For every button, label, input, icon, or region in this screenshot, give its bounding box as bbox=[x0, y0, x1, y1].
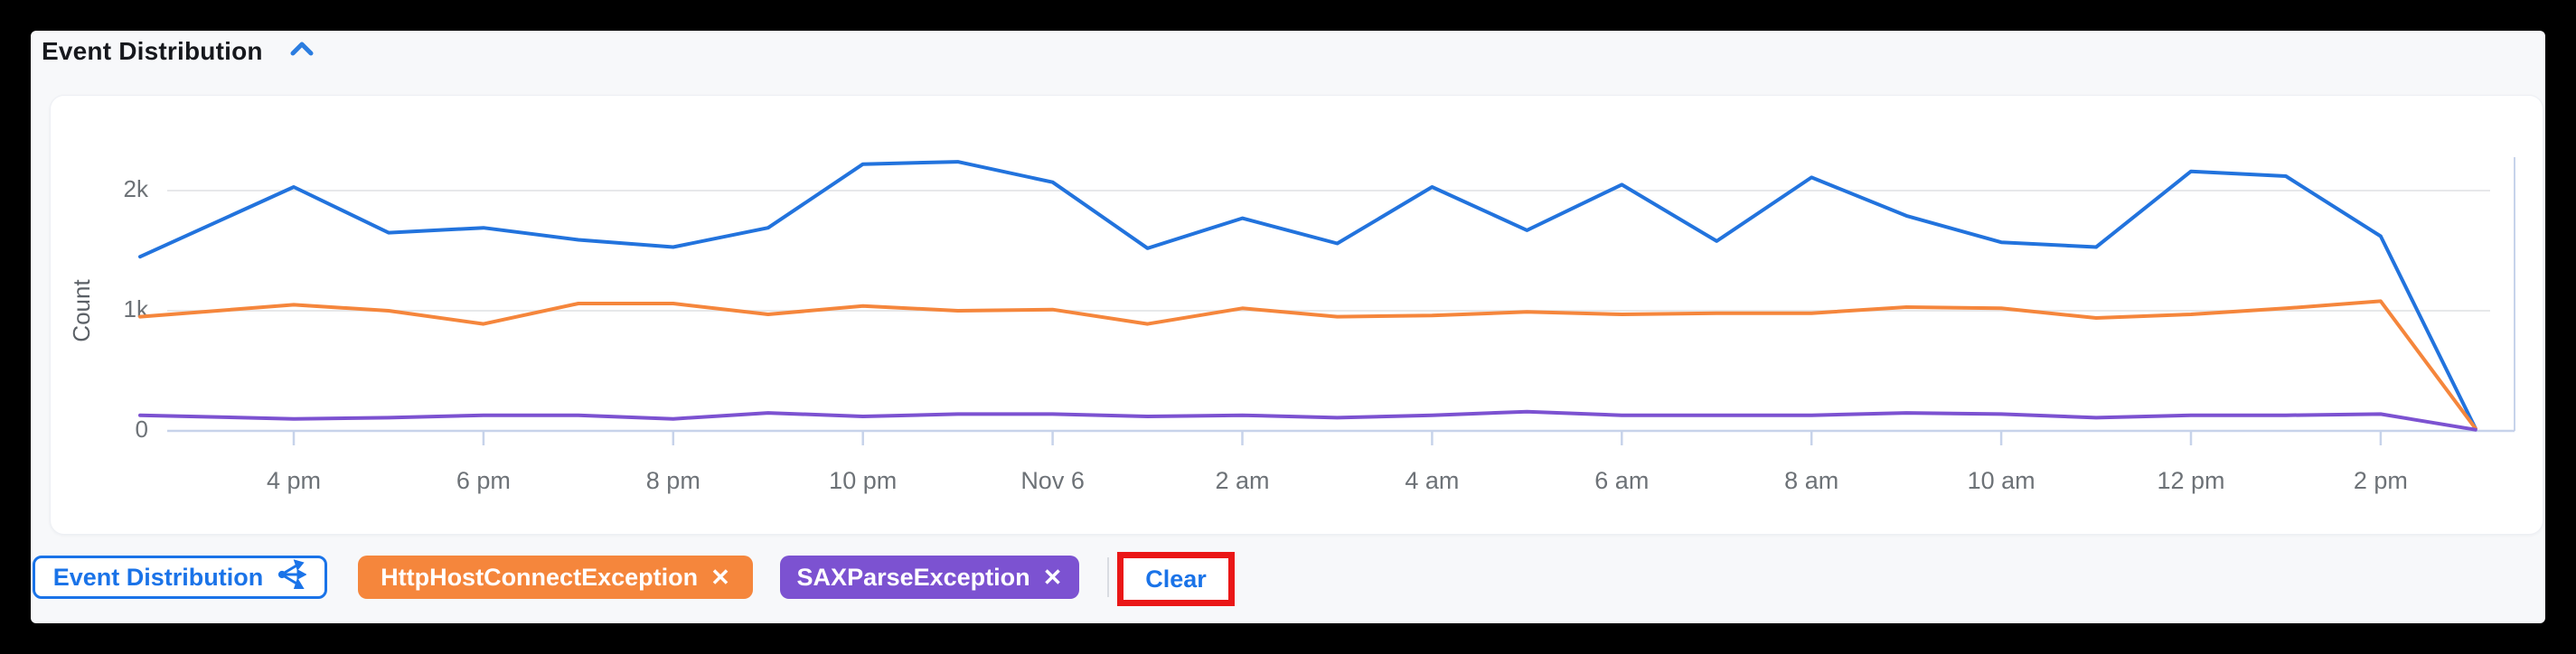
clear-button[interactable]: Clear bbox=[1140, 565, 1212, 594]
chips-divider bbox=[1107, 557, 1109, 597]
filter-chip-label: SAXParseException bbox=[796, 563, 1030, 591]
filter-chip-httphostconnectexception[interactable]: HttpHostConnectException ✕ bbox=[358, 556, 753, 599]
filter-chip-label: HttpHostConnectException bbox=[381, 563, 699, 591]
remove-filter-icon[interactable]: ✕ bbox=[710, 564, 730, 591]
share-icon bbox=[276, 558, 307, 596]
filter-chips-row: Event Distribution HttpHostConnectExce bbox=[31, 31, 2545, 623]
series-chip-label: Event Distribution bbox=[52, 563, 264, 591]
filter-chip-saxparseexception[interactable]: SAXParseException ✕ bbox=[780, 556, 1079, 599]
annotation-highlight-box: Clear bbox=[1117, 552, 1235, 606]
chevron-up-icon bbox=[288, 38, 315, 66]
collapse-toggle[interactable] bbox=[288, 38, 315, 66]
page-title: Event Distribution bbox=[42, 37, 263, 65]
chart-header: Event Distribution bbox=[42, 33, 315, 70]
series-chip-event-distribution[interactable]: Event Distribution bbox=[33, 556, 327, 599]
remove-filter-icon[interactable]: ✕ bbox=[1042, 564, 1063, 591]
app-content: Event Distribution 0 1k 2k 4 pm 6 pm 8 pm 10 p… bbox=[31, 31, 2545, 623]
